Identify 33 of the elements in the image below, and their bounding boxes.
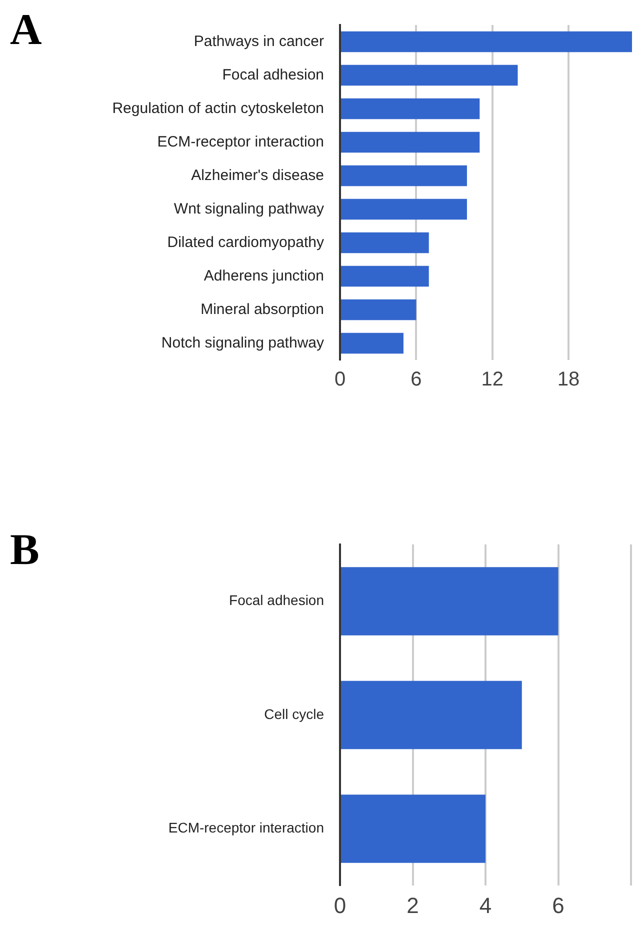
y-tick-label: Notch signaling pathway <box>161 334 324 352</box>
y-tick-label: Focal adhesion <box>222 66 324 84</box>
bar <box>341 198 467 220</box>
y-tick-label: Alzheimer's disease <box>191 166 324 184</box>
bar <box>341 64 518 86</box>
chart-title: A <box>10 5 42 54</box>
y-tick-label: ECM-receptor interaction <box>168 820 324 836</box>
y-tick-label: Mineral absorption <box>200 300 324 318</box>
x-tick-label: 18 <box>557 368 580 391</box>
bar <box>341 165 467 186</box>
y-tick-label: Regulation of actin cytoskeleton <box>112 100 324 117</box>
x-tick-label: 6 <box>410 368 422 391</box>
y-tick-label: Cell cycle <box>264 706 324 722</box>
x-tick-label: 6 <box>552 892 564 918</box>
y-tick-label: Pathways in cancer <box>194 32 324 50</box>
x-tick-label: 2 <box>406 892 419 918</box>
bar <box>341 232 429 254</box>
bar <box>341 31 632 52</box>
y-tick-label: Wnt signaling pathway <box>174 200 324 218</box>
x-tick-label: 12 <box>481 368 504 391</box>
x-tick-label: 4 <box>479 892 492 918</box>
chart-title: B <box>10 525 40 574</box>
bar <box>341 98 480 120</box>
y-tick-label: Focal adhesion <box>229 592 324 608</box>
bar <box>341 132 480 153</box>
bar <box>341 299 416 320</box>
y-tick-label: ECM-receptor interaction <box>157 133 324 150</box>
y-tick-label: Adherens junction <box>204 267 324 284</box>
bar <box>341 266 429 287</box>
bar <box>341 332 404 354</box>
y-tick-label: Dilated cardiomyopathy <box>167 234 324 251</box>
x-tick-label: 0 <box>334 368 346 391</box>
x-tick-label: 0 <box>334 892 346 918</box>
